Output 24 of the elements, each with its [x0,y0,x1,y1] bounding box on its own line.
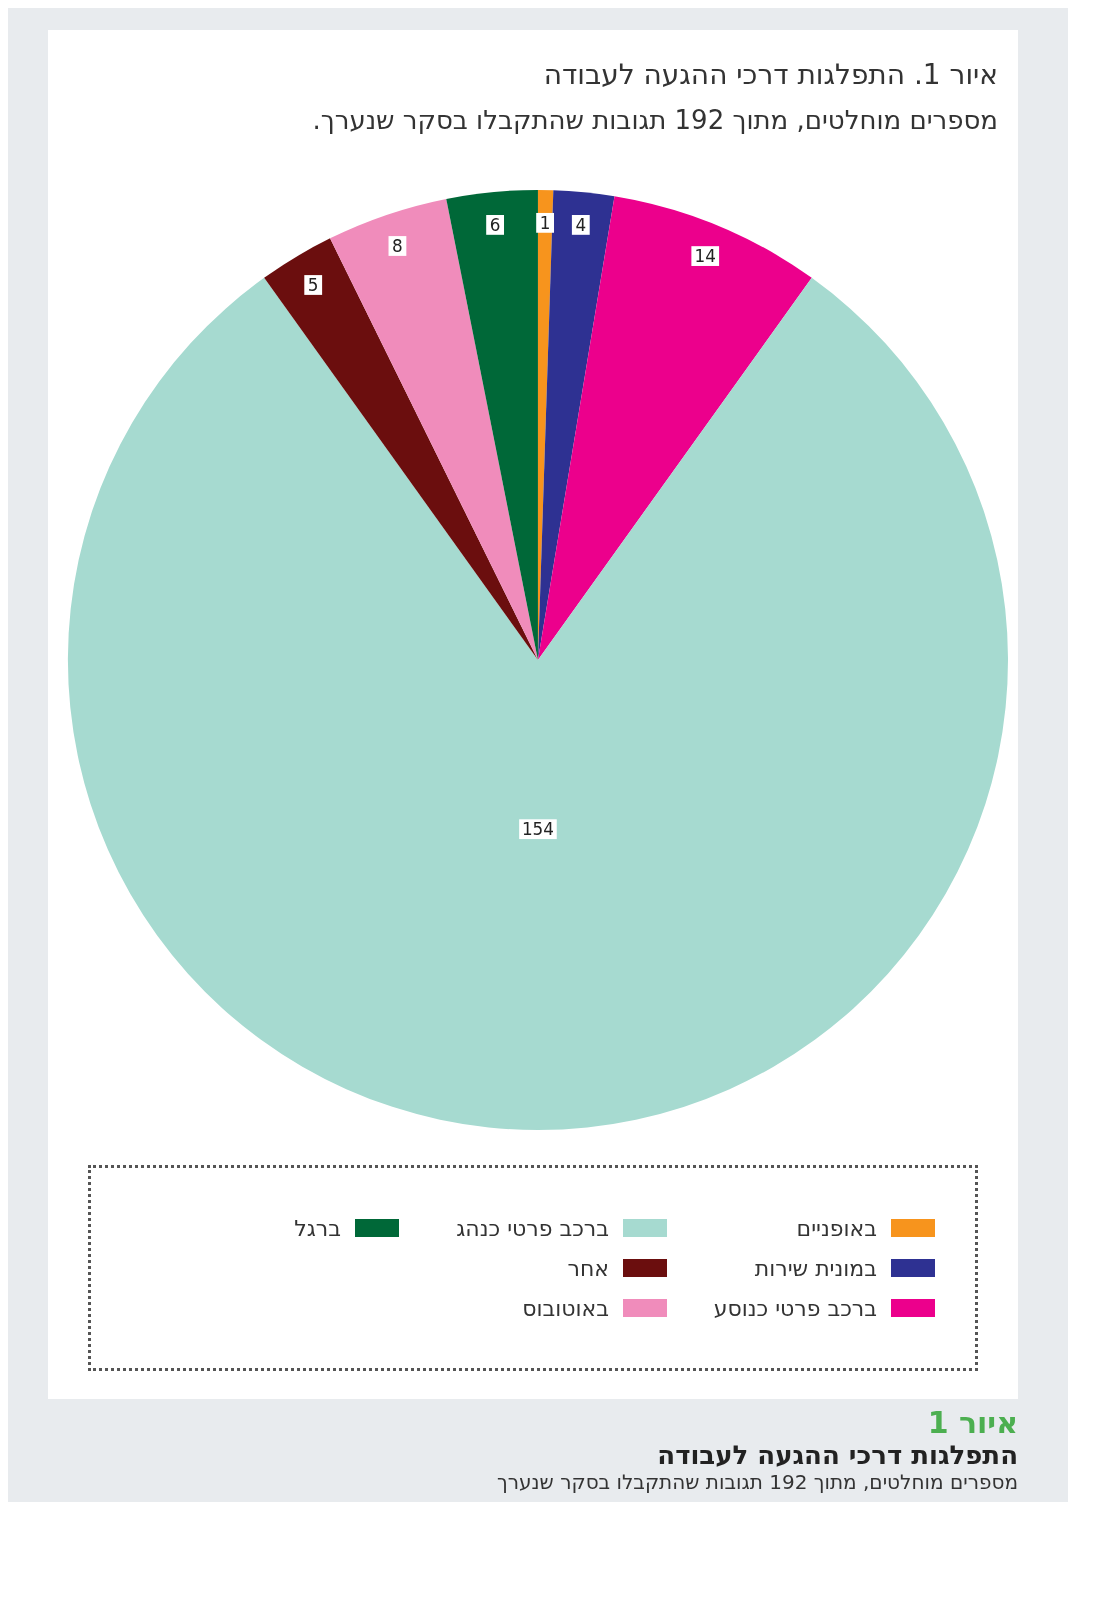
data-label: 1 [539,212,551,233]
chart-title: איור 1. התפלגות דרכי ההגעה לעבודה [542,58,999,91]
legend-label: באוטובוס [522,1295,609,1321]
legend-label: ברכב פרטי כנוסע [713,1295,877,1321]
data-label: 154 [521,819,554,840]
pie-slice [264,238,538,660]
pie-slice [68,277,1008,1130]
text: איור 1 [926,1405,1018,1440]
data-label: 14 [694,246,716,267]
legend-label: ברגל [294,1215,341,1241]
legend-label: ברכב פרטי כנהג [456,1215,609,1241]
text: התפלגות דרכי ההגעה לעבודה [656,1440,1018,1470]
pie-slice [446,189,538,660]
text: מספרים מוחלטים, מתוך 192 תגובות שהתקבלו בסקר שנערך [496,1470,1018,1494]
pie-slice [537,196,812,660]
data-label: 5 [307,274,319,295]
pie-slice [330,198,538,660]
legend-label: במונית שירות [754,1255,877,1281]
chart-subtitle: מספרים מוחלטים, מתוך 192 תגובות שהתקבלו בסקר שנערך. [311,104,999,135]
legend-label: אחר [567,1255,609,1281]
data-label: 8 [392,235,403,256]
legend-label: באופניים [796,1215,877,1241]
data-label: 6 [489,214,501,235]
data-label: 4 [575,214,587,235]
